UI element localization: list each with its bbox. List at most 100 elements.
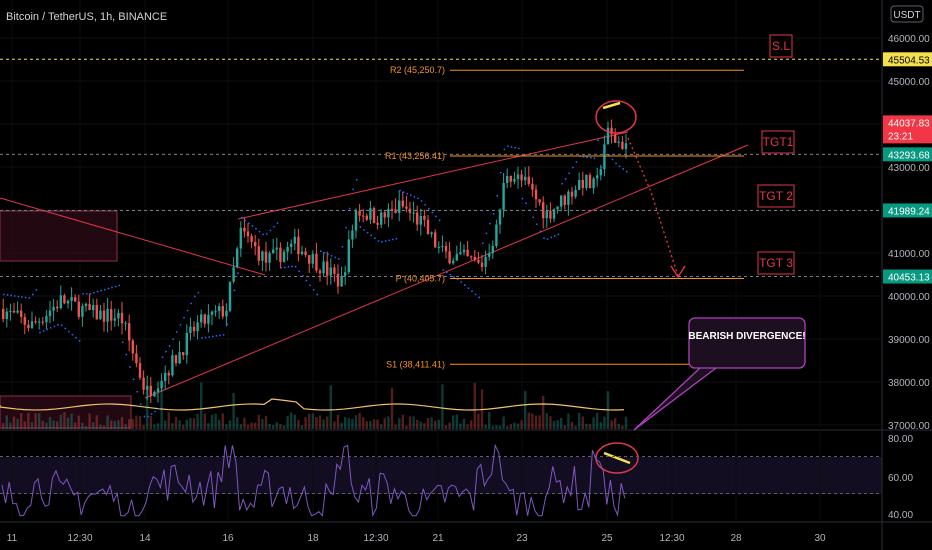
candle-body	[300, 251, 304, 255]
volume-bar	[473, 382, 476, 429]
target-box	[757, 251, 795, 275]
volume-bar	[304, 417, 307, 429]
candle-body	[477, 259, 480, 263]
sar-dot	[427, 207, 430, 210]
sar-dot	[611, 158, 614, 161]
volume-bar	[297, 419, 300, 429]
volume-bar	[574, 425, 577, 429]
candle-body	[441, 246, 444, 248]
sar-dot	[6, 294, 9, 296]
currency-button[interactable]: USDT	[890, 5, 924, 23]
sar-dot	[273, 225, 275, 228]
volume-bar	[210, 414, 214, 429]
sar-dot	[381, 240, 383, 243]
volume-bar	[70, 413, 73, 429]
sar-dot	[258, 230, 261, 233]
candle-body	[228, 281, 232, 311]
sar-dot	[546, 238, 549, 240]
candle-body	[84, 303, 88, 307]
parabolic-sar	[3, 139, 628, 418]
volume-bar	[498, 425, 502, 429]
candle-body	[326, 261, 329, 276]
volume-bar	[12, 416, 16, 429]
sar-dot	[193, 295, 196, 298]
candle-body	[254, 241, 257, 247]
rsi-divergence-line	[603, 451, 631, 465]
sar-dot	[521, 197, 524, 200]
sar-dot	[226, 323, 229, 326]
volume-bar	[556, 420, 559, 429]
candle-body	[142, 377, 145, 390]
volume-bar	[488, 412, 491, 429]
candle-body	[81, 306, 84, 317]
sar-dot	[35, 288, 38, 291]
candle-body	[513, 179, 516, 182]
volume-bar	[200, 382, 203, 429]
sar-dot	[442, 269, 445, 272]
callout-text: BEARISH DIVERGENCE!	[688, 331, 805, 342]
candle-body	[466, 249, 469, 257]
sar-dot	[463, 284, 466, 286]
volume-bar	[423, 423, 426, 429]
sar-dot	[409, 194, 412, 197]
sar-dot	[330, 254, 333, 257]
candle-body	[164, 372, 167, 381]
volume-bar	[570, 422, 574, 429]
candle-body	[606, 127, 610, 145]
candle-body	[624, 143, 628, 149]
candle-body	[308, 255, 311, 264]
sar-dot	[118, 284, 121, 287]
sar-dot	[600, 166, 603, 169]
volume-bar	[131, 418, 134, 429]
sar-dot	[294, 265, 297, 268]
sar-dot	[280, 266, 283, 269]
candle-body	[257, 246, 260, 261]
volume-bar	[254, 422, 257, 429]
sar-dot	[568, 172, 571, 175]
time-axis[interactable]: 11 12:30 14 16 18 12:30 21 23 25 12:30 28 30	[7, 533, 826, 544]
sar-dot	[229, 306, 232, 309]
price-axis[interactable]: 46000.0045000.0044000.0043000.0042000.00…	[883, 34, 932, 521]
volume-bar	[84, 425, 88, 429]
volume-bar	[513, 422, 516, 429]
candle-body	[293, 236, 296, 244]
sar-dot	[366, 231, 369, 234]
candle-body	[311, 253, 314, 264]
sar-dot	[517, 147, 520, 150]
volume-bar	[448, 422, 451, 429]
sar-dot	[67, 330, 70, 333]
candle-body	[95, 305, 98, 320]
price-label-text: 44037.83	[888, 118, 930, 129]
volume-bar	[124, 424, 127, 429]
price-tick-label: 43000.00	[888, 163, 930, 174]
volume-bar	[614, 418, 617, 429]
sar-dot	[417, 197, 419, 200]
candle-body	[261, 251, 264, 261]
candle-body	[214, 311, 217, 313]
volume-bar	[257, 414, 260, 429]
candle-body	[430, 232, 433, 235]
candle-body	[153, 391, 156, 397]
candle-body	[372, 208, 376, 223]
price-label-box	[883, 203, 932, 218]
sar-dot	[215, 335, 218, 337]
sar-dot	[406, 192, 409, 195]
candle-body	[596, 175, 599, 179]
sar-dot	[618, 165, 621, 168]
volume-bar	[171, 423, 174, 429]
candle-body	[189, 326, 192, 333]
volume-bar	[102, 425, 106, 429]
highlight-box	[0, 210, 118, 262]
candle-body	[588, 174, 592, 189]
sar-dot	[175, 331, 178, 333]
volume-bar	[246, 424, 250, 429]
volume-bar	[214, 413, 217, 429]
volume-bar	[315, 417, 318, 429]
volume-bar	[394, 424, 397, 429]
candle-body	[120, 312, 124, 324]
target-label: TGT1	[763, 135, 794, 149]
candle-body	[74, 297, 77, 302]
candle-body	[592, 178, 595, 189]
sar-dot	[431, 211, 434, 214]
